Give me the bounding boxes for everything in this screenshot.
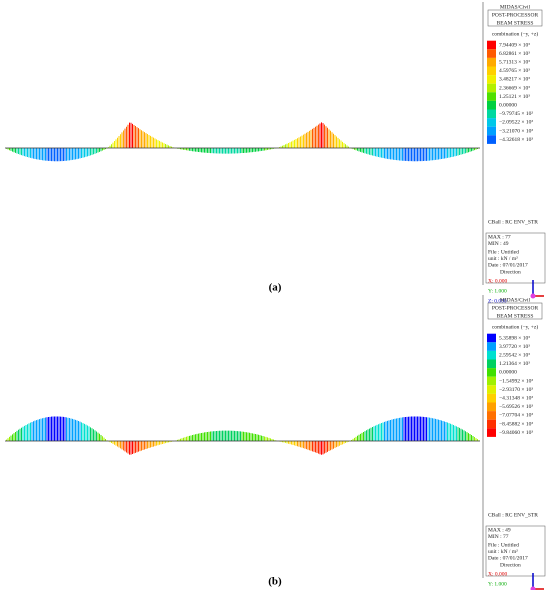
- beam-diagram: [6, 416, 480, 455]
- header-text: MIDAS/Civil: [500, 297, 531, 303]
- legend-swatch: [487, 428, 496, 437]
- caption: (a): [269, 282, 282, 294]
- legend-swatch: [487, 411, 496, 420]
- legend-label: −4.31348 × 10³: [499, 395, 533, 401]
- legend-label: −9.84060 × 10³: [499, 430, 533, 436]
- info-unit: unit : kN / m²: [488, 256, 518, 262]
- legend-swatch: [487, 419, 496, 429]
- info-date: Date : 07/01/2017: [488, 555, 528, 561]
- load-case: CBall : RC ENV_STR: [488, 219, 538, 225]
- direction: Direction: [500, 562, 521, 568]
- legend-label: −9.79745 × 10²: [499, 111, 533, 117]
- info-file: File : Untitled: [488, 249, 519, 255]
- header-box: [487, 9, 543, 27]
- legend-swatch: [487, 66, 496, 76]
- legend-swatch: [487, 126, 496, 136]
- legend-label: −8.45882 × 10³: [499, 421, 533, 427]
- legend-swatch: [487, 342, 496, 351]
- legend-title: combination (−y, +z): [492, 30, 538, 37]
- load-case: CBall : RC ENV_STR: [488, 512, 538, 518]
- legend-label: −5.69526 × 10³: [499, 404, 533, 410]
- legend-swatch: [487, 83, 496, 93]
- legend-label: 5.35898 × 10³: [499, 335, 530, 341]
- legend-label: 1.21364 × 10³: [499, 361, 530, 367]
- legend-swatch: [487, 359, 496, 369]
- legend-label: 3.48217 × 10³: [499, 77, 530, 83]
- dir-x: X: 0.000: [488, 571, 508, 577]
- legend-swatch: [487, 40, 496, 50]
- legend-label: 0.00000: [499, 102, 517, 108]
- legend-swatch: [487, 109, 496, 119]
- info-box: [485, 525, 546, 577]
- header-text: POST-PROCESSOR: [492, 12, 539, 18]
- legend-swatch: [487, 393, 496, 403]
- header-text: MIDAS/Civil: [500, 4, 531, 10]
- legend-swatch: [487, 49, 496, 58]
- legend-swatch: [487, 75, 496, 84]
- header-box: [487, 302, 543, 320]
- legend-label: −4.32618 × 10³: [499, 137, 533, 143]
- legend-swatch: [487, 385, 496, 394]
- legend-label: −7.07704 × 10³: [499, 413, 533, 419]
- legend-swatch: [487, 92, 496, 101]
- legend-label: 6.82861 × 10³: [499, 51, 530, 57]
- legend-label: 0.00000: [499, 370, 517, 376]
- header-text: BEAM STRESS: [497, 20, 534, 26]
- legend-swatch: [487, 100, 496, 110]
- header-text: POST-PROCESSOR: [492, 305, 539, 311]
- header-text: BEAM STRESS: [497, 313, 534, 319]
- info-min: MIN : 77: [488, 534, 509, 540]
- legend-label: 4.59765 × 10³: [499, 68, 530, 74]
- dir-y: Y: 1.000: [488, 581, 507, 587]
- legend-label: 2.59542 × 10³: [499, 352, 530, 358]
- legend-swatch: [487, 376, 496, 386]
- legend-label: −1.54992 × 10³: [499, 378, 533, 384]
- info-max: MAX : 77: [488, 234, 511, 240]
- legend-swatch: [487, 402, 496, 412]
- axis-origin: [530, 586, 536, 590]
- dir-z: Z: 0.000: [488, 298, 507, 304]
- caption: (b): [268, 576, 282, 588]
- legend-label: 3.97720 × 10³: [499, 344, 530, 350]
- legend-label: 2.36669 × 10³: [499, 85, 530, 91]
- legend-swatch: [487, 57, 496, 67]
- legend-label: −2.09522 × 10³: [499, 120, 533, 126]
- info-max: MAX : 49: [488, 527, 511, 533]
- info-min: MIN : 49: [488, 241, 509, 247]
- legend-title: combination (−y, +z): [492, 323, 538, 330]
- legend-swatch: [487, 135, 496, 144]
- dir-x: X: 0.000: [488, 278, 508, 284]
- legend-swatch: [487, 333, 496, 343]
- direction: Direction: [500, 269, 521, 275]
- legend-label: 7.94409 × 10³: [499, 42, 530, 48]
- legend-swatch: [487, 118, 496, 127]
- legend-label: 5.71313 × 10³: [499, 59, 530, 65]
- info-file: File : Untitled: [488, 542, 519, 548]
- info-box: [485, 232, 546, 284]
- info-date: Date : 07/01/2017: [488, 262, 528, 268]
- info-unit: unit : kN / m²: [488, 549, 518, 555]
- dir-y: Y: 1.000: [488, 288, 507, 294]
- axis-origin: [530, 293, 536, 299]
- legend-swatch: [487, 350, 496, 360]
- legend-label: 1.25121 × 10³: [499, 94, 530, 100]
- beam-diagram: [6, 122, 480, 162]
- legend-label: −3.21070 × 10³: [499, 128, 533, 134]
- legend-label: −2.93170 × 10³: [499, 387, 533, 393]
- legend-swatch: [487, 368, 496, 377]
